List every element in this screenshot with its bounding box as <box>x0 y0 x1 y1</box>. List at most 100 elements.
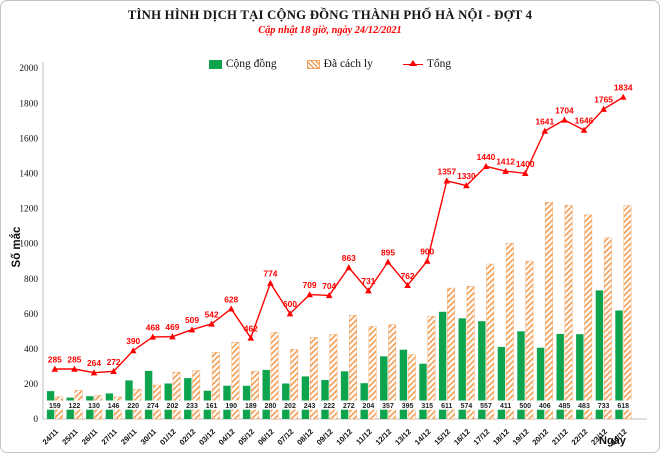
x-tick-label: 09/12 <box>315 427 335 447</box>
total-value-label: 863 <box>342 253 356 263</box>
bar-value-label: 395 <box>402 403 414 410</box>
bar-community <box>497 346 506 419</box>
bar-value-box <box>143 400 163 410</box>
total-marker-icon <box>129 347 137 354</box>
bar-quarantine <box>486 263 495 420</box>
bar-community <box>144 370 153 419</box>
bar-community <box>458 318 466 419</box>
total-value-label: 285 <box>48 355 62 365</box>
y-tick-label: 600 <box>24 310 38 320</box>
bar-value-box <box>437 400 457 410</box>
bar-value-box <box>398 400 417 410</box>
bar-value-box <box>241 400 261 410</box>
bar-value-box <box>378 400 398 410</box>
bar-quarantine <box>545 202 553 420</box>
bar-quarantine <box>388 324 397 420</box>
bar-quarantine <box>251 370 259 420</box>
x-tick-label: 24/12 <box>609 427 629 447</box>
bar-value-label: 315 <box>421 403 433 410</box>
x-tick-label: 14/12 <box>413 427 433 447</box>
bar-value-label: 483 <box>578 403 590 410</box>
total-marker-icon <box>502 167 509 174</box>
x-tick-label: 22/12 <box>570 427 590 447</box>
x-tick-label: 24/11 <box>41 427 61 447</box>
bar-value-box <box>221 400 241 410</box>
bar-community <box>595 290 604 419</box>
bar-value-label: 618 <box>617 403 629 410</box>
total-value-label: 774 <box>263 269 277 279</box>
bar-value-box <box>123 400 143 410</box>
total-marker-icon <box>247 334 255 341</box>
bar-quarantine <box>231 341 240 420</box>
y-tick-label: 2000 <box>19 64 38 74</box>
total-marker-icon <box>90 369 98 376</box>
bar-community <box>478 321 486 419</box>
bar-community <box>380 356 388 419</box>
chart-title: TÌNH HÌNH DỊCH TẠI CỘNG ĐỒNG THÀNH PHỐ H… <box>127 8 533 22</box>
x-tick-label: 08/12 <box>295 427 315 447</box>
total-value-label: 1765 <box>594 95 613 105</box>
bar-community <box>576 334 584 419</box>
total-value-label: 762 <box>401 271 415 281</box>
total-value-label: 468 <box>146 322 160 332</box>
bar-community <box>536 347 545 419</box>
bar-value-box <box>574 400 594 410</box>
total-value-label: 272 <box>107 357 121 367</box>
x-tick-label: 10/12 <box>334 427 354 447</box>
bar-quarantine <box>211 351 220 420</box>
total-value-label: 285 <box>67 355 81 365</box>
x-tick-label: 18/12 <box>491 427 511 447</box>
bar-value-label: 159 <box>49 403 61 410</box>
bar-value-label: 204 <box>363 403 375 410</box>
bar-quarantine <box>584 214 593 420</box>
bar-value-box <box>594 400 613 410</box>
bar-value-label: 357 <box>382 403 394 410</box>
legend: Cộng đồng Đã cách ly Tổng <box>1 58 659 70</box>
bar-quarantine <box>192 370 201 420</box>
x-axis-title: Ngày <box>599 435 626 447</box>
total-marker-icon <box>404 281 411 288</box>
total-value-label: 390 <box>126 336 140 346</box>
bar-quarantine <box>603 237 612 420</box>
total-marker-icon <box>580 126 588 133</box>
bar-value-box <box>515 400 535 410</box>
total-value-label: 628 <box>224 294 238 304</box>
total-marker-icon <box>110 367 117 374</box>
x-tick-label: 25/11 <box>60 427 80 447</box>
chart-subtitle: Cập nhật 18 giờ, ngày 24/12/2021 <box>258 25 402 36</box>
x-tick-label: 13/12 <box>393 427 413 447</box>
bar-community <box>340 371 349 419</box>
x-tick-label: 29/11 <box>119 427 139 447</box>
bar-community <box>556 333 564 419</box>
y-tick-label: 800 <box>24 275 38 285</box>
bar-community <box>321 380 329 419</box>
x-tick-label: 21/12 <box>550 427 570 447</box>
bar-value-box <box>359 400 378 410</box>
total-value-label: 1646 <box>575 116 594 126</box>
bar-quarantine <box>466 286 475 420</box>
total-marker-icon <box>51 365 59 372</box>
total-line-marker-icon <box>402 59 423 69</box>
bar-value-label: 161 <box>206 403 218 410</box>
bar-value-label: 243 <box>304 403 316 410</box>
bar-value-box <box>417 400 437 410</box>
bar-value-box <box>280 400 300 410</box>
total-marker-icon <box>384 258 392 265</box>
total-marker-icon <box>286 310 294 317</box>
total-marker-icon <box>149 333 157 340</box>
x-tick-label: 06/12 <box>256 427 276 447</box>
bar-quarantine <box>427 316 436 420</box>
bar-value-label: 574 <box>461 403 473 410</box>
x-tick-label: 04/12 <box>217 427 237 447</box>
bar-quarantine <box>290 349 299 420</box>
bar-value-label: 222 <box>323 403 335 410</box>
total-marker-icon <box>463 182 470 189</box>
bar-value-label: 500 <box>519 403 531 410</box>
total-marker-icon <box>561 116 568 123</box>
bar-value-label: 202 <box>167 403 179 410</box>
legend-item-total: Tổng <box>402 58 451 70</box>
bar-community <box>517 331 525 420</box>
bar-quarantine <box>368 326 377 420</box>
bar-quarantine <box>329 334 338 420</box>
